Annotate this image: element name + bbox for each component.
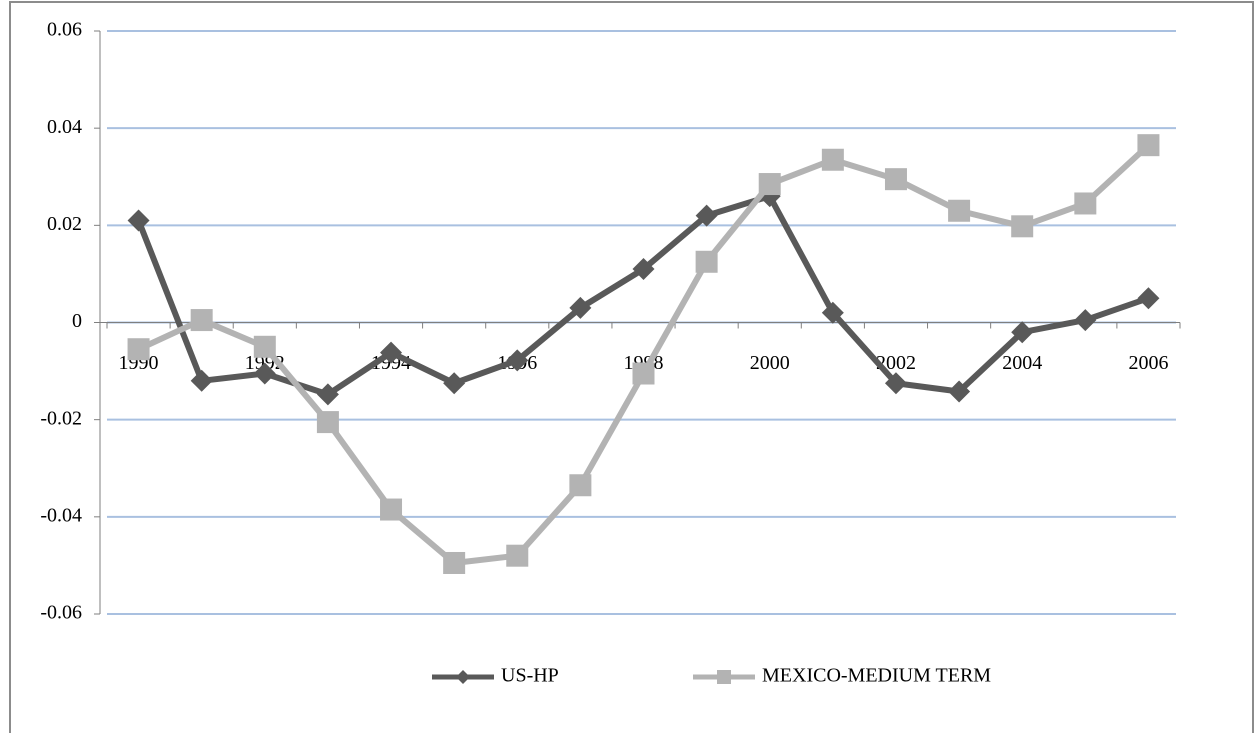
chart-frame — [9, 1, 1254, 733]
y-tick-label: -0.04 — [40, 504, 82, 526]
point — [190, 309, 213, 332]
point — [1137, 134, 1160, 157]
y-tick-label: -0.02 — [40, 407, 82, 429]
y-tick-label: 0.06 — [47, 19, 82, 41]
point — [506, 349, 529, 372]
point — [380, 498, 403, 521]
point — [506, 544, 529, 567]
x-tick-label: 2006 — [1128, 352, 1168, 374]
point — [127, 209, 150, 232]
legend-marker — [717, 670, 731, 684]
legend-label: MEXICO-MEDIUM TERM — [762, 665, 991, 687]
y-tick-label: 0.02 — [47, 213, 82, 235]
point — [1011, 215, 1034, 238]
point — [695, 204, 718, 227]
x-tick-label: 2000 — [750, 352, 790, 374]
point — [758, 173, 781, 196]
point — [632, 362, 655, 385]
point — [1074, 309, 1097, 332]
point — [569, 474, 592, 497]
x-tick-label: 2004 — [1002, 352, 1042, 374]
point — [1074, 192, 1097, 215]
point — [316, 411, 339, 434]
point — [1011, 321, 1034, 344]
y-tick-label: 0 — [72, 310, 82, 332]
legend-marker — [456, 670, 470, 684]
point — [380, 341, 403, 364]
point — [695, 250, 718, 273]
point — [632, 258, 655, 281]
point — [884, 372, 907, 395]
point — [190, 369, 213, 392]
point — [884, 168, 907, 191]
point — [821, 148, 844, 171]
point — [948, 199, 971, 222]
point — [443, 551, 466, 574]
y-tick-label: -0.06 — [40, 602, 82, 624]
point — [569, 296, 592, 319]
point — [821, 301, 844, 324]
legend-label: US-HP — [501, 665, 559, 687]
point — [253, 362, 276, 385]
point — [127, 338, 150, 361]
point — [316, 383, 339, 406]
point — [948, 380, 971, 403]
point — [253, 335, 276, 358]
point — [443, 372, 466, 395]
y-tick-label: 0.04 — [47, 116, 82, 138]
point — [1137, 287, 1160, 310]
